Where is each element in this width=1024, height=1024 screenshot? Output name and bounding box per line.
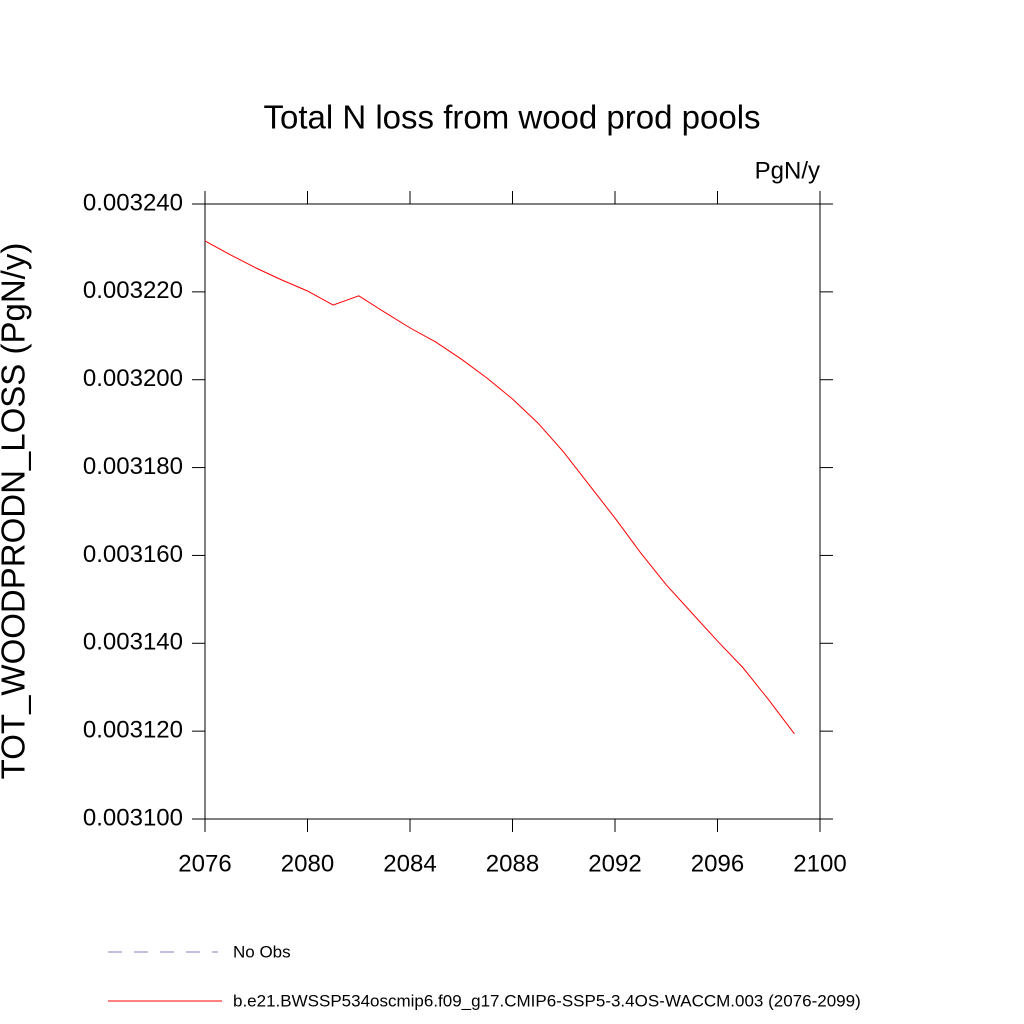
x-tick-label: 2096: [691, 850, 744, 877]
x-tick-label: 2100: [793, 850, 846, 877]
y-tick-label: 0.003220: [83, 277, 183, 304]
x-tick-label: 2076: [178, 850, 231, 877]
y-axis-label: TOT_WOODPRODN_LOSS (PgN/y): [0, 243, 32, 780]
y-tick-label: 0.003200: [83, 365, 183, 392]
units-label: PgN/y: [755, 157, 820, 184]
legend-label: No Obs: [233, 942, 291, 961]
x-tick-label: 2088: [486, 850, 539, 877]
data-line: [204, 240, 795, 735]
x-tick-label: 2080: [281, 850, 334, 877]
y-tick-label: 0.003100: [83, 804, 183, 831]
y-tick-label: 0.003180: [83, 453, 183, 480]
y-tick-label: 0.003120: [83, 716, 183, 743]
x-tick-label: 2084: [383, 850, 436, 877]
legend-label: b.e21.BWSSP534oscmip6.f09_g17.CMIP6-SSP5…: [233, 991, 861, 1010]
y-tick-label: 0.003240: [83, 189, 183, 216]
y-tick-label: 0.003140: [83, 629, 183, 656]
y-tick-label: 0.003160: [83, 541, 183, 568]
x-tick-label: 2092: [588, 850, 641, 877]
chart-title: Total N loss from wood prod pools: [263, 99, 760, 136]
